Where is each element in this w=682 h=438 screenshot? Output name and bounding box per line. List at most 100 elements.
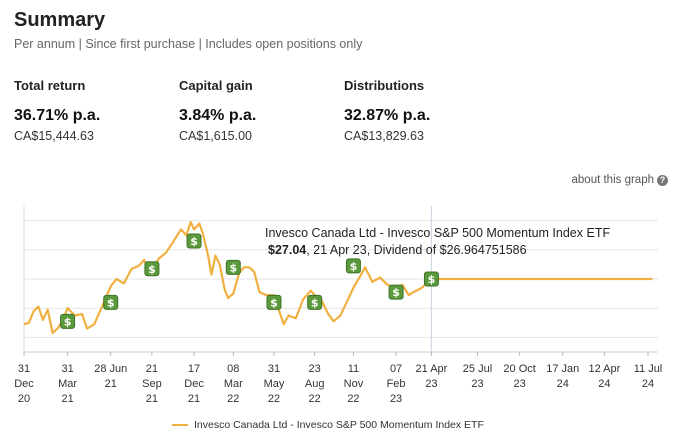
dividend-marker-icon[interactable]: $ (345, 258, 361, 274)
x-tick-label: 25 Jul 23 (463, 363, 492, 390)
dollar-glyph: $ (64, 315, 72, 328)
x-tick-text: 22 (347, 393, 359, 405)
dollar-glyph: $ (392, 286, 400, 299)
dividend-marker-icon[interactable]: $ (144, 261, 160, 277)
x-tick-text: 21 (188, 393, 200, 405)
x-tick-text: 17 Jan (546, 363, 579, 375)
x-tick-label: 12 Apr 24 (588, 363, 620, 390)
dividend-marker-icon[interactable]: $ (60, 313, 76, 329)
x-tick-text: Mar (58, 378, 77, 390)
stat-distributions: Distributions 32.87% p.a. CA$13,829.63 (344, 78, 504, 143)
about-graph-label: about this graph (571, 174, 654, 186)
dividend-marker-icon[interactable]: $ (307, 294, 323, 310)
page-subtitle: Per annum | Since first purchase | Inclu… (14, 37, 363, 51)
dollar-glyph: $ (229, 261, 237, 274)
dividend-marker-icon[interactable]: $ (266, 294, 282, 310)
x-tick-label: 21 Apr 23 (416, 363, 448, 390)
x-tick-text: 28 Jun (94, 363, 127, 375)
x-tick-text: 21 (105, 378, 117, 390)
dollar-glyph: $ (428, 273, 436, 286)
stat-percent: 32.87% p.a. (344, 107, 431, 124)
x-tick-text: 21 Apr (416, 363, 448, 375)
x-tick-label: 08 Mar 22 (224, 363, 243, 405)
x-tick-text: 17 (188, 363, 200, 375)
dividend-marker-bg (307, 294, 323, 310)
dividend-marker-icon[interactable]: $ (423, 271, 439, 287)
dividend-marker-bg (186, 233, 202, 249)
x-tick-text: Dec (184, 378, 204, 390)
legend-swatch (172, 424, 188, 426)
dividend-marker-bg (225, 259, 241, 275)
x-tick-text: 25 Jul (463, 363, 492, 375)
x-tick-text: 31 (18, 363, 30, 375)
x-tick-text: Nov (344, 378, 364, 390)
x-tick-text: 23 (471, 378, 483, 390)
dividend-marker-bg (60, 313, 76, 329)
dollar-glyph: $ (350, 260, 358, 273)
stat-amount: CA$13,829.63 (344, 129, 424, 143)
x-tick-text: 20 Oct (503, 363, 535, 375)
legend-label: Invesco Canada Ltd - Invesco S&P 500 Mom… (194, 419, 484, 431)
dividend-marker-bg (388, 284, 404, 300)
x-tick-label: 11 Jul 24 (634, 363, 663, 390)
x-tick-text: 31 (268, 363, 280, 375)
dollar-glyph: $ (148, 263, 156, 276)
x-tick-text: 23 (309, 363, 321, 375)
performance-chart[interactable]: 31 Dec 20 31 Mar 21 28 Jun 21 21 Sep 21 17 Dec 21 08 Ma… (0, 196, 682, 410)
x-tick-label: 28 Jun 21 (94, 363, 127, 390)
tooltip-detail: , 21 Apr 23, Dividend of $26.964751586 (306, 243, 526, 257)
x-tick-text: Dec (14, 378, 34, 390)
x-tick-text: May (264, 378, 285, 390)
x-tick-label: 07 Feb 23 (387, 363, 406, 405)
x-tick-text: 24 (642, 378, 654, 390)
dollar-glyph: $ (311, 296, 319, 309)
tooltip-price: $27.04 (268, 243, 306, 257)
page-title: Summary (14, 9, 106, 31)
stat-label: Distributions (344, 78, 425, 93)
x-tick-text: 08 (227, 363, 239, 375)
dividend-marker-bg (103, 294, 119, 310)
x-tick-text: 11 Jul (634, 363, 663, 375)
stat-label: Total return (14, 78, 86, 93)
x-tick-text: 24 (557, 378, 569, 390)
x-tick-label: 20 Oct 23 (503, 363, 535, 390)
stat-percent: 36.71% p.a. (14, 107, 101, 124)
x-tick-label: 31 May 22 (264, 363, 285, 405)
series-line (23, 221, 653, 335)
x-tick-text: 23 (513, 378, 525, 390)
dividend-marker-bg (266, 294, 282, 310)
x-tick-label: 31 Mar 21 (58, 363, 77, 405)
x-tick-text: 11 (348, 363, 359, 375)
dividend-marker-bg (345, 258, 361, 274)
dollar-glyph: $ (107, 296, 115, 309)
x-tick-label: 23 Aug 22 (305, 363, 325, 405)
stat-total-return: Total return 36.71% p.a. CA$15,444.63 (14, 78, 174, 143)
x-tick-text: 22 (227, 393, 239, 405)
x-tick-label: 17 Dec 21 (184, 363, 204, 405)
stat-amount: CA$15,444.63 (14, 129, 94, 143)
about-graph-link[interactable]: about this graph ? (572, 174, 668, 186)
dividend-marker-icon[interactable]: $ (225, 259, 241, 275)
dollar-glyph: $ (270, 296, 278, 309)
chart-tooltip: Invesco Canada Ltd - Invesco S&P 500 Mom… (265, 226, 610, 257)
dividend-marker-icon[interactable]: $ (103, 294, 119, 310)
help-icon: ? (657, 174, 668, 186)
x-tick-text: 07 (390, 363, 402, 375)
x-tick-text: Mar (224, 378, 243, 390)
dividend-marker-icon[interactable]: $ (388, 284, 404, 300)
x-tick-text: 21 (61, 393, 73, 405)
x-tick-text: 22 (309, 393, 321, 405)
chart-legend[interactable]: Invesco Canada Ltd - Invesco S&P 500 Mom… (172, 419, 484, 431)
x-tick-label: 11 Nov 22 (344, 363, 364, 405)
x-tick-text: 22 (268, 393, 280, 405)
dividend-marker-icon[interactable]: $ (186, 233, 202, 249)
stat-capital-gain: Capital gain 3.84% p.a. CA$1,615.00 (179, 78, 339, 143)
dollar-glyph: $ (190, 235, 198, 248)
x-tick-text: Feb (387, 378, 406, 390)
x-tick-label: 21 Sep 21 (142, 363, 162, 405)
dividend-marker-bg (423, 271, 439, 287)
x-tick-label: 17 Jan 24 (546, 363, 579, 390)
x-tick-text: Aug (305, 378, 325, 390)
tooltip-body: $27.04, 21 Apr 23, Dividend of $26.96475… (268, 243, 527, 257)
x-tick-text: 21 (146, 393, 158, 405)
